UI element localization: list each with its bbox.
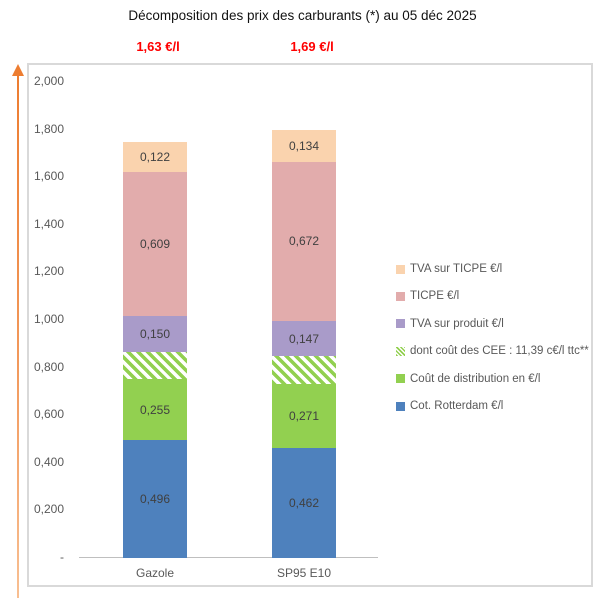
legend-swatch-icon xyxy=(396,319,405,329)
y-tick-label: - xyxy=(60,550,64,564)
y-tick-label: 1,200 xyxy=(33,264,64,279)
bar-segment: 0,150 xyxy=(123,316,187,353)
legend-item: TICPE €/l xyxy=(396,288,459,304)
legend-swatch-icon xyxy=(396,346,405,356)
segment-value-label: 0,255 xyxy=(139,402,171,417)
segment-value-label: 0,122 xyxy=(139,149,171,164)
y-axis-arrow-line xyxy=(17,76,19,598)
chart-title: Décomposition des prix des carburants (*… xyxy=(128,8,477,23)
segment-value-label: 0,672 xyxy=(288,234,320,249)
bar-segment: 0,462 xyxy=(272,448,336,558)
legend-swatch-icon xyxy=(396,291,405,301)
legend-label: Coût de distribution en €/l xyxy=(410,372,541,385)
bar-segment: 0,609 xyxy=(123,171,187,317)
legend-label: dont coût des CEE : 11,39 c€/l ttc** xyxy=(410,345,589,358)
legend-label: TVA sur TICPE €/l xyxy=(410,263,503,275)
y-tick-label: 1,400 xyxy=(33,216,64,231)
segment-value-label: 0,271 xyxy=(288,408,320,423)
bar-segment: 0,496 xyxy=(123,439,187,558)
bar-segment xyxy=(272,356,336,384)
segment-value-label: 0,609 xyxy=(139,236,171,251)
y-tick-label: 0,800 xyxy=(33,359,64,374)
y-tick-label: 0,600 xyxy=(33,407,64,422)
legend-item: Cot. Rotterdam €/l xyxy=(396,398,503,414)
y-tick-label: 1,600 xyxy=(33,169,64,184)
y-tick-label: 0,400 xyxy=(33,454,64,469)
bar-segment: 0,255 xyxy=(123,379,187,440)
segment-value-label: 0,462 xyxy=(288,496,320,510)
category-label: Gazole xyxy=(135,566,175,580)
category-label: SP95 E10 xyxy=(276,566,332,580)
x-axis-line xyxy=(79,557,378,558)
segment-value-label: 0,496 xyxy=(139,491,171,506)
legend-label: TICPE €/l xyxy=(410,290,460,303)
legend-item: dont coût des CEE : 11,39 c€/l ttc** xyxy=(396,343,589,359)
legend-label: TVA sur produit €/l xyxy=(410,317,504,330)
total-price-label-sp95: 1,69 €/l xyxy=(290,39,334,54)
segment-value-label: 0,134 xyxy=(288,138,320,153)
legend-item: TVA sur produit €/l xyxy=(396,316,504,332)
bar-segment: 0,134 xyxy=(272,129,336,162)
bar-segment xyxy=(123,352,187,380)
y-axis-arrow-icon xyxy=(12,64,24,76)
legend-swatch-icon xyxy=(396,264,405,274)
bar-segment: 0,122 xyxy=(123,142,187,172)
legend-swatch-icon xyxy=(396,374,405,384)
total-price-label-gazole: 1,63 €/l xyxy=(136,39,180,54)
segment-value-label: 0,150 xyxy=(139,327,171,342)
y-tick-label: 1,800 xyxy=(33,121,64,136)
segment-value-label: 0,147 xyxy=(288,331,320,346)
y-tick-label: 0,200 xyxy=(33,502,64,517)
bar-segment: 0,147 xyxy=(272,321,336,357)
legend-label: Cot. Rotterdam €/l xyxy=(410,400,504,412)
legend-swatch-icon xyxy=(396,401,405,411)
legend-item: Coût de distribution en €/l xyxy=(396,371,540,387)
bar-segment: 0,672 xyxy=(272,161,336,322)
y-tick-label: 2,000 xyxy=(33,74,64,88)
bar-segment: 0,271 xyxy=(272,383,336,449)
legend-item: TVA sur TICPE €/l xyxy=(396,261,502,277)
y-tick-label: 1,000 xyxy=(33,312,64,326)
